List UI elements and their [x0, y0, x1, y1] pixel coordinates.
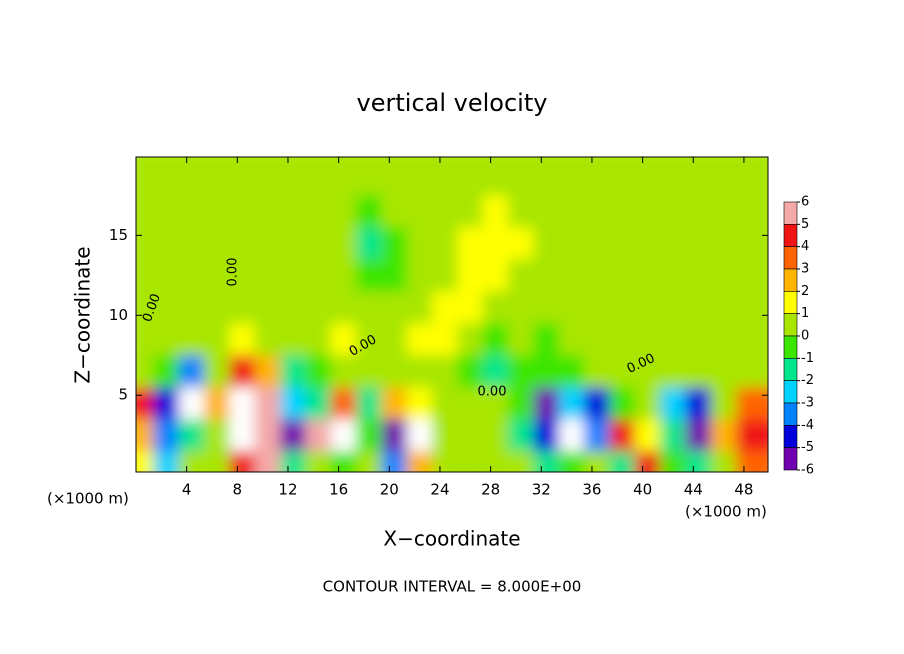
colorbar-swatch — [783, 201, 798, 225]
colorbar-swatch — [783, 425, 798, 448]
x-tick-label: 48 — [734, 481, 753, 499]
y-axis-label: Z−coordinate — [71, 246, 95, 383]
x-tick-label: 32 — [532, 481, 551, 499]
heatmap — [136, 157, 768, 472]
x-tick-label: 20 — [380, 481, 399, 499]
colorbar-label: -5 — [801, 440, 814, 455]
colorbar-label: -1 — [801, 351, 814, 366]
x-unit-label: (×1000 m) — [685, 503, 767, 521]
x-tick-label: 16 — [329, 481, 348, 499]
colorbar-swatch — [783, 291, 798, 314]
colorbar-swatch — [783, 380, 798, 404]
x-tick-label: 40 — [633, 481, 652, 499]
x-tick-label: 12 — [278, 481, 297, 499]
x-tick-label: 36 — [582, 481, 601, 499]
heat-cell — [735, 157, 768, 196]
x-tick-label: 4 — [182, 481, 192, 499]
colorbar-label: -6 — [801, 463, 814, 478]
chart-title: vertical velocity — [357, 89, 548, 117]
x-tick-label: 24 — [430, 481, 449, 499]
colorbar-label: 2 — [801, 284, 809, 299]
colorbar-swatch — [783, 447, 798, 471]
colorbar-label: 3 — [801, 262, 809, 277]
colorbar-label: 4 — [801, 239, 809, 254]
x-tick-label: 44 — [684, 481, 703, 499]
colorbar-swatch — [783, 358, 798, 381]
y-tick-label: 5 — [118, 386, 128, 404]
y-tick-label: 15 — [109, 226, 128, 244]
colorbar-swatch — [783, 313, 798, 337]
plot-frame — [135, 156, 769, 473]
y-tick-label: 10 — [109, 306, 128, 324]
x-axis-label: X−coordinate — [383, 527, 520, 551]
colorbar-label: -4 — [801, 418, 814, 433]
colorbar-swatch — [783, 224, 798, 247]
colorbar-label: 6 — [801, 195, 809, 210]
footnote: CONTOUR INTERVAL = 8.000E+00 — [323, 578, 582, 596]
colorbar-label: -3 — [801, 396, 814, 411]
colorbar-swatch — [783, 402, 798, 426]
contour-label: 0.00 — [226, 258, 241, 287]
x-tick-label: 8 — [233, 481, 243, 499]
colorbar-label: 5 — [801, 217, 809, 232]
colorbar-swatch — [783, 246, 798, 270]
colorbar-label: 0 — [801, 329, 809, 344]
x-tick-label: 28 — [481, 481, 500, 499]
colorbar-swatch — [783, 335, 798, 359]
colorbar-label: -2 — [801, 373, 814, 388]
colorbar-label: 1 — [801, 306, 809, 321]
x-unit-label: (×1000 m) — [47, 490, 129, 508]
contour-label: 0.00 — [478, 385, 507, 400]
colorbar-swatch — [783, 268, 798, 292]
